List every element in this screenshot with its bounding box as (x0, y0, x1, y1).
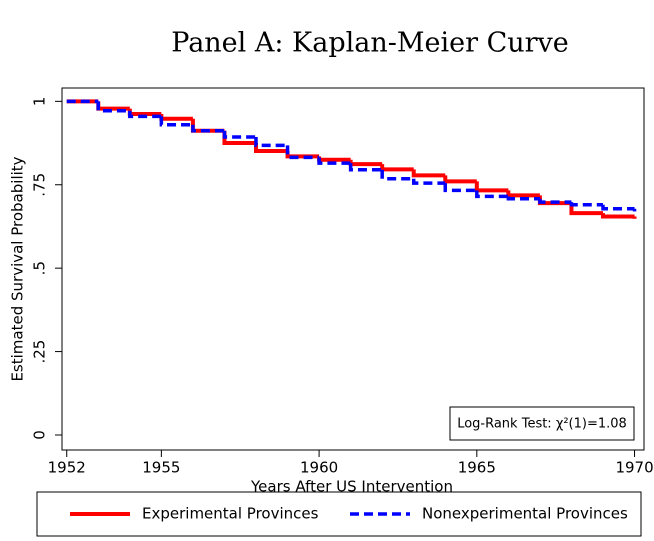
step-segment (443, 175, 477, 184)
x-axis-label: Years After US Intervention (250, 478, 453, 496)
step-segment (159, 116, 193, 127)
step-segment (601, 204, 635, 211)
y-tick-label: 0 (31, 430, 49, 440)
annotation-box (449, 406, 635, 441)
y-tick-label: .25 (31, 340, 49, 364)
step-segment (191, 124, 225, 133)
chart-title: Panel A: Kaplan-Meier Curve (171, 28, 569, 59)
x-tick-label: 1960 (300, 459, 338, 477)
step-segment (128, 110, 162, 119)
y-tick-label: .75 (31, 173, 49, 197)
legend-label: Experimental Provinces (142, 505, 319, 523)
step-segment (222, 130, 256, 139)
step-segment (538, 198, 572, 204)
y-tick-label: .5 (31, 261, 49, 275)
step-segment (474, 181, 509, 193)
step-segment (380, 169, 414, 181)
step-segment (600, 213, 635, 219)
step-segment (411, 169, 446, 178)
step-segment (348, 163, 383, 172)
legend-box (36, 491, 642, 537)
step-segment (159, 114, 193, 121)
step-segment (569, 202, 603, 207)
step-segment (443, 183, 477, 193)
x-tick-label: 1965 (458, 459, 496, 477)
annotation: Log-Rank Test: χ²(1)=1.08 (457, 417, 627, 432)
step-segment (380, 164, 414, 172)
step-segment (411, 178, 446, 185)
step-segment (317, 156, 351, 162)
plot-frame (61, 87, 645, 451)
step-segment (475, 190, 509, 199)
x-tick-label: 1955 (142, 459, 180, 477)
step-segment (348, 159, 383, 167)
step-segment (127, 108, 162, 117)
x-tick-label: 1952 (48, 459, 86, 477)
step-segment (506, 196, 540, 201)
step-segment (506, 190, 540, 198)
step-segment (254, 137, 288, 148)
step-segment (96, 101, 130, 113)
step-segment (317, 157, 351, 165)
y-tick-label: 1 (31, 97, 49, 107)
step-segment (285, 145, 320, 160)
x-tick-label: 1970 (615, 459, 653, 477)
step-segment (285, 151, 320, 159)
step-segment (190, 118, 225, 133)
step-segment (96, 101, 130, 111)
legend-label: Nonexperimental Provinces (422, 505, 628, 523)
y-axis-label: Estimated Survival Probability (9, 156, 27, 381)
